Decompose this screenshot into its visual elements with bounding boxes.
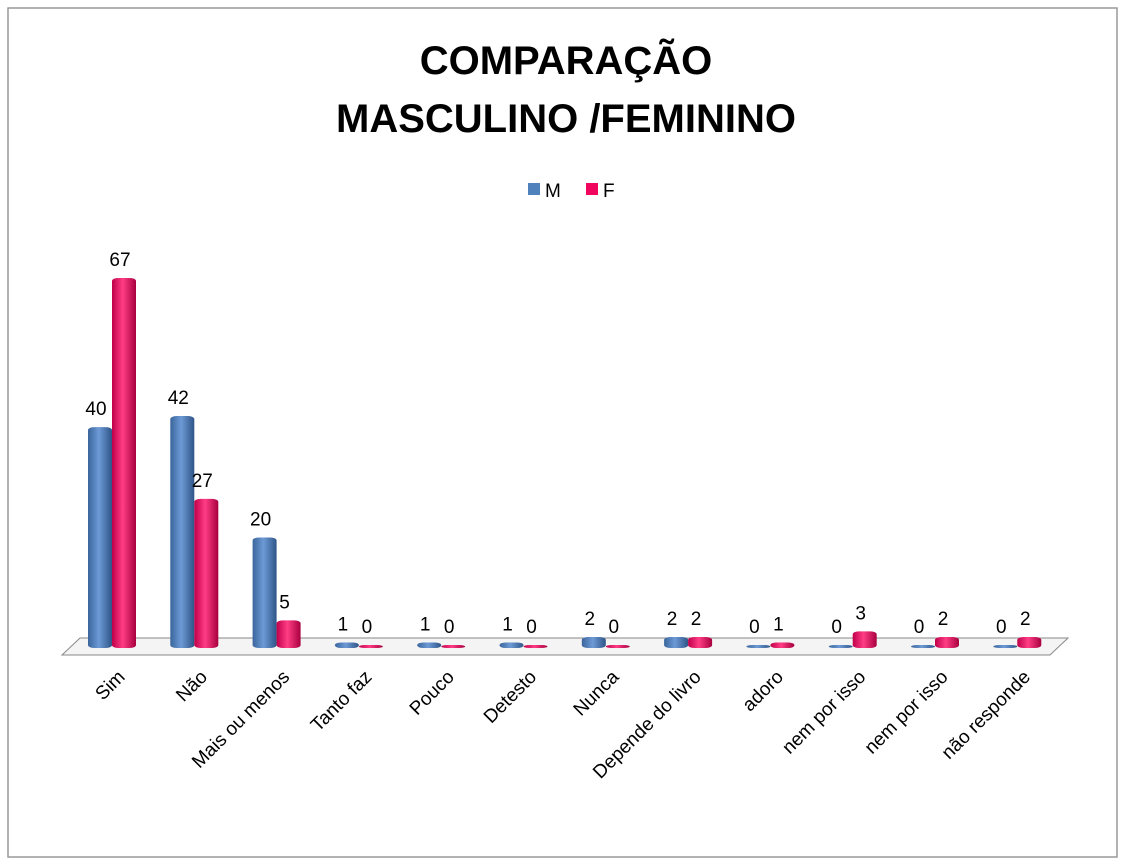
- data-label: 1: [420, 614, 431, 635]
- data-label: 1: [502, 614, 513, 635]
- bar: [276, 620, 301, 648]
- bar: [334, 642, 359, 648]
- legend-label: M: [545, 181, 561, 202]
- bar: [581, 636, 606, 648]
- data-label: 2: [938, 609, 949, 630]
- bar: [911, 645, 935, 648]
- legend-label: F: [603, 181, 615, 202]
- bar: [358, 645, 383, 648]
- data-label: 0: [914, 617, 925, 638]
- bar: [828, 645, 853, 648]
- bar: [1017, 636, 1042, 648]
- data-label: 2: [1020, 609, 1031, 630]
- data-label: 0: [831, 617, 842, 638]
- data-label: 40: [85, 399, 106, 420]
- bar: [688, 636, 713, 648]
- bar: [441, 645, 466, 648]
- data-label: 5: [279, 592, 290, 613]
- data-label: 0: [749, 617, 760, 638]
- data-label: 0: [996, 617, 1007, 638]
- data-label: 2: [691, 609, 702, 630]
- bar: [605, 645, 630, 648]
- data-label: 1: [338, 614, 349, 635]
- data-label: 20: [250, 510, 271, 531]
- bar: [170, 416, 195, 648]
- data-label: 0: [609, 617, 620, 638]
- legend-swatch: [586, 183, 598, 195]
- floor: [60, 637, 1070, 656]
- data-label: 3: [855, 603, 866, 624]
- bar: [252, 537, 277, 648]
- bar: [417, 642, 442, 648]
- chart-title: MASCULINO /FEMININO: [336, 97, 796, 141]
- bar: [194, 498, 219, 648]
- bar: [499, 642, 524, 648]
- data-label: 0: [444, 617, 455, 638]
- chart-title: COMPARAÇÃO: [420, 37, 713, 83]
- data-label: 27: [192, 471, 213, 492]
- bar: [993, 645, 1018, 648]
- bar: [664, 636, 689, 648]
- legend-swatch: [528, 183, 540, 195]
- data-label: 1: [773, 614, 784, 635]
- data-label: 0: [362, 617, 373, 638]
- data-label: 2: [667, 609, 678, 630]
- bar: [770, 642, 795, 648]
- bar: [852, 631, 877, 648]
- data-label: 0: [526, 617, 537, 638]
- bar: [746, 645, 771, 648]
- data-label: 2: [585, 609, 596, 630]
- bar: [112, 278, 136, 648]
- data-label: 42: [168, 388, 189, 409]
- bar: [523, 645, 548, 648]
- bar: [88, 427, 112, 648]
- data-label: 67: [109, 250, 130, 271]
- bar: [935, 636, 959, 648]
